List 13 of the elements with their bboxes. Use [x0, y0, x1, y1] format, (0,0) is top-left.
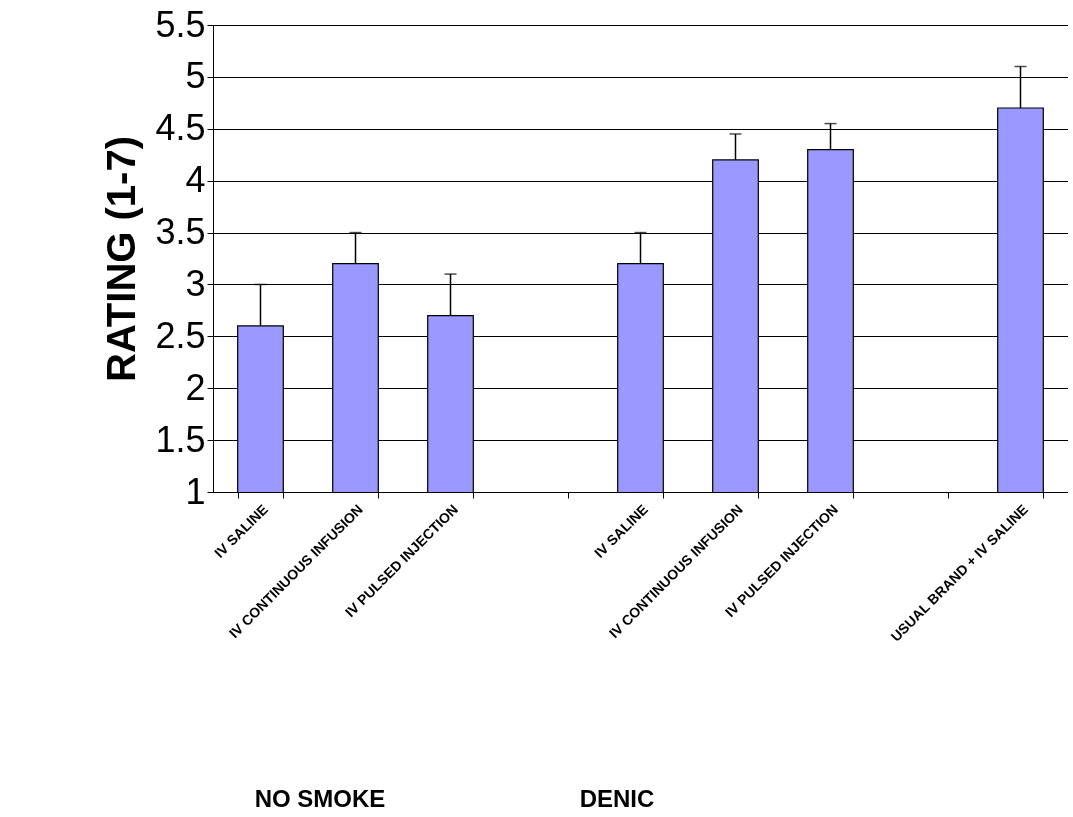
- y-tick-label: 2.5: [155, 314, 206, 356]
- y-tick-label: 1.5: [155, 418, 206, 460]
- text: NO SMOKE: [254, 785, 386, 813]
- y-tick-label: 4: [185, 159, 206, 201]
- y-tick-label: 2: [185, 366, 206, 408]
- y-tick-label: 4.5: [155, 107, 206, 149]
- y-tick-label: 5: [185, 55, 206, 97]
- y-axis-title: RATING (1-7): [99, 136, 144, 382]
- y-tick-label: 3: [185, 262, 206, 304]
- y-tick-label: 3.5: [155, 211, 206, 253]
- text: DENIC: [579, 785, 655, 813]
- y-tick-label: 5.5: [155, 3, 206, 45]
- y-tick-label: 1: [185, 470, 206, 512]
